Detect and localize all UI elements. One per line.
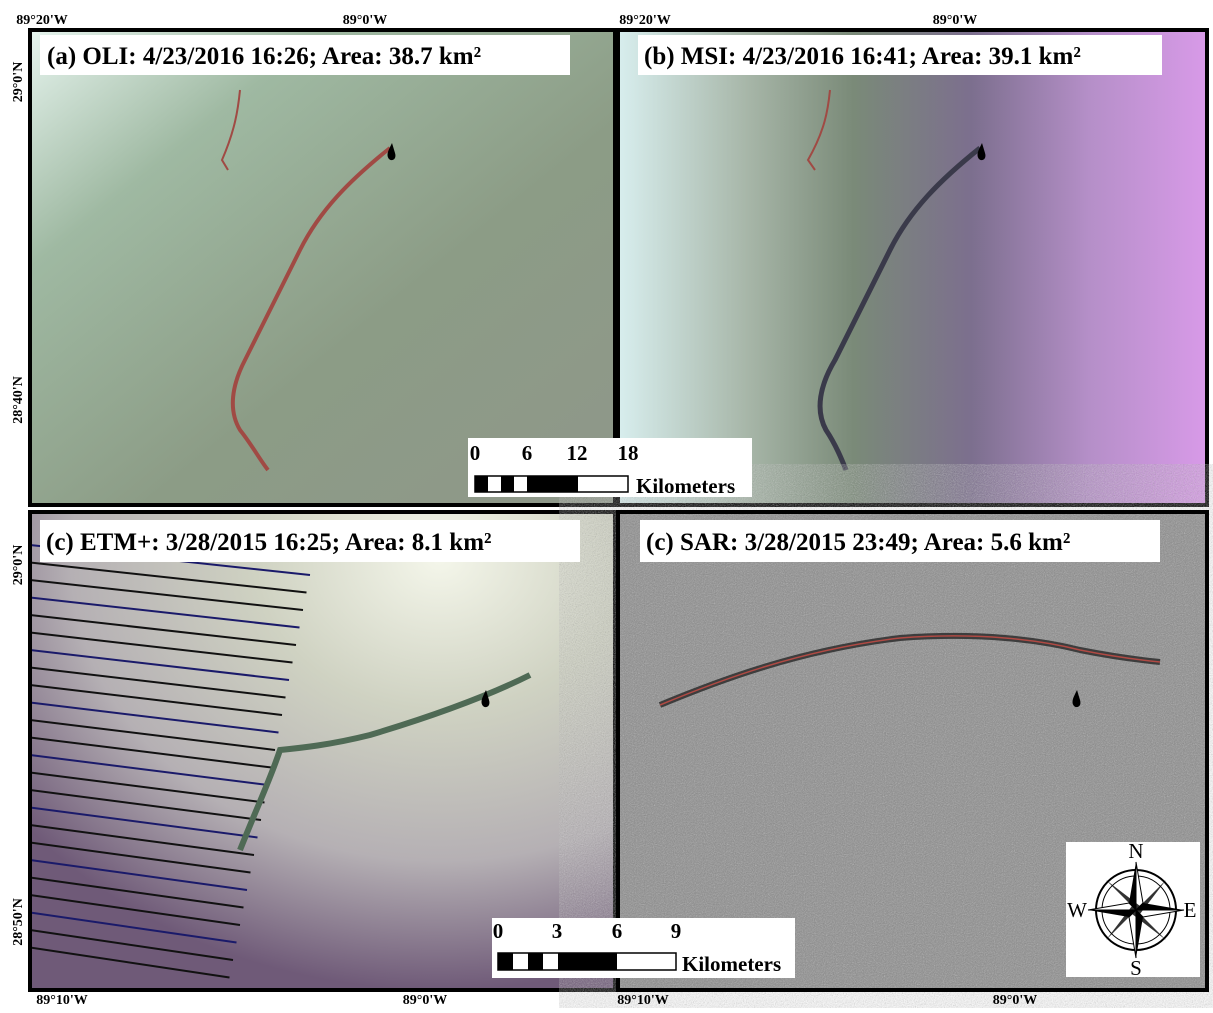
panel-title: (c) SAR: 3/28/2015 23:49; Area: 5.6 km² [646, 529, 1070, 556]
scale-tick: 12 [567, 441, 588, 465]
scale-tick: 6 [612, 919, 623, 943]
longitude-label: 89°10'W [617, 993, 669, 1008]
longitude-label: 89°0'W [343, 13, 388, 28]
image [30, 30, 615, 505]
compass-s: S [1130, 956, 1142, 980]
panel-title: (a) OLI: 4/23/2016 16:26; Area: 38.7 km² [47, 43, 481, 70]
scale-tick: 3 [552, 919, 563, 943]
longitude-label: 89°0'W [993, 993, 1038, 1008]
scale-segment [558, 953, 617, 970]
scale-segment [528, 953, 543, 970]
scale-segment [475, 476, 488, 492]
scale-segment [501, 476, 514, 492]
compass-n: N [1128, 839, 1143, 863]
scale-bar: 0 3 6 9 Kilometers [492, 918, 795, 978]
latitude-label: 28°40'N [11, 376, 26, 424]
scale-tick: 0 [493, 919, 504, 943]
compass-w: W [1067, 898, 1087, 922]
longitude-label: 89°20'W [16, 13, 68, 28]
longitude-label: 89°20'W [619, 13, 671, 28]
longitude-label: 89°0'W [403, 993, 448, 1008]
scale-tick: 18 [618, 441, 639, 465]
scale-unit: Kilometers [682, 952, 781, 976]
compass-e: E [1184, 898, 1197, 922]
longitude-label: 89°0'W [933, 13, 978, 28]
scale-tick: 9 [671, 919, 682, 943]
scale-unit: Kilometers [636, 474, 735, 498]
latitude-label: 29°0'N [11, 62, 26, 103]
longitude-label: 89°10'W [36, 993, 88, 1008]
latitude-label: 29°0'N [11, 545, 26, 586]
scale-segment [527, 476, 578, 492]
scale-segment [498, 953, 513, 970]
scale-bar: 0 6 12 18 Kilometers [468, 438, 752, 498]
scale-tick: 0 [470, 441, 481, 465]
panel-a [30, 30, 615, 505]
latitude-label: 28°50'N [11, 898, 26, 946]
panel-title: (c) ETM+: 3/28/2015 16:25; Area: 8.1 km² [46, 529, 492, 556]
scale-tick: 6 [522, 441, 533, 465]
image [618, 30, 1207, 505]
panel-b [618, 30, 1207, 505]
figure: (a) OLI: 4/23/2016 16:26; Area: 38.7 km²… [0, 0, 1213, 1008]
compass: N E S W [1066, 839, 1200, 980]
panel-title: (b) MSI: 4/23/2016 16:41; Area: 39.1 km² [644, 43, 1081, 70]
